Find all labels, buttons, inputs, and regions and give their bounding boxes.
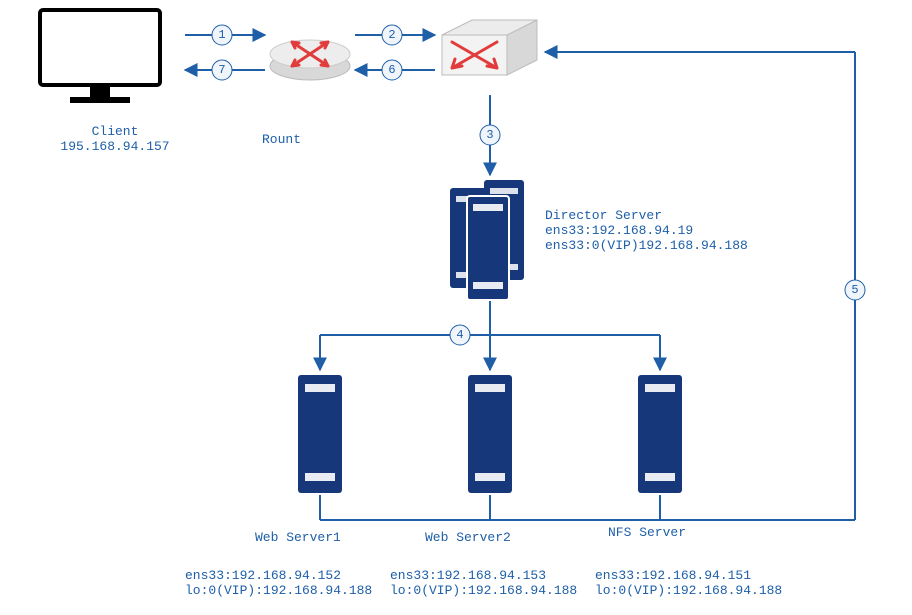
web1-vip: lo:0(VIP):192.168.94.188 [185, 583, 372, 598]
nfs-ens33: ens33:192.168.94.151 [595, 568, 782, 583]
web2-vip: lo:0(VIP):192.168.94.188 [390, 583, 577, 598]
client-ip: 195.168.94.157 [55, 139, 175, 154]
step-3-badge: 3 [480, 125, 500, 145]
step-1-badge: 1 [212, 25, 232, 45]
step-5-badge: 5 [845, 280, 865, 300]
router-icon [270, 40, 350, 80]
director-icon [450, 180, 524, 300]
director-title: Director Server [545, 208, 748, 223]
step-6-badge: 6 [382, 60, 402, 80]
web1-icon [298, 375, 342, 493]
svg-text:1: 1 [218, 28, 225, 42]
switch-icon [442, 20, 537, 75]
director-ens33: ens33:192.168.94.19 [545, 223, 748, 238]
svg-text:7: 7 [218, 63, 225, 77]
nfs-addrs: ens33:192.168.94.151 lo:0(VIP):192.168.9… [595, 568, 782, 598]
web1-label: Web Server1 [255, 530, 341, 545]
web2-icon [468, 375, 512, 493]
nfs-label: NFS Server [608, 525, 686, 540]
svg-text:5: 5 [851, 283, 858, 297]
client-title: Client [55, 124, 175, 139]
nfs-icon [638, 375, 682, 493]
step-7-badge: 7 [212, 60, 232, 80]
web2-addrs: ens33:192.168.94.153 lo:0(VIP):192.168.9… [390, 568, 577, 598]
step-4-badge: 4 [450, 325, 470, 345]
svg-text:6: 6 [388, 63, 395, 77]
svg-text:4: 4 [456, 328, 463, 342]
router-label: Rount [262, 132, 301, 147]
director-label: Director Server ens33:192.168.94.19 ens3… [545, 208, 748, 253]
svg-text:3: 3 [486, 128, 493, 142]
diagram-canvas: 1 7 2 6 3 4 5 [0, 0, 912, 615]
web2-ens33: ens33:192.168.94.153 [390, 568, 577, 583]
web1-ens33: ens33:192.168.94.152 [185, 568, 372, 583]
director-vip: ens33:0(VIP)192.168.94.188 [545, 238, 748, 253]
step-2-badge: 2 [382, 25, 402, 45]
client-label: Client 195.168.94.157 [55, 124, 175, 154]
web2-label: Web Server2 [425, 530, 511, 545]
web1-addrs: ens33:192.168.94.152 lo:0(VIP):192.168.9… [185, 568, 372, 598]
svg-text:2: 2 [388, 28, 395, 42]
edge-4-group [320, 300, 660, 370]
edge-5-group [320, 52, 855, 520]
client-icon [40, 10, 160, 103]
nfs-vip: lo:0(VIP):192.168.94.188 [595, 583, 782, 598]
